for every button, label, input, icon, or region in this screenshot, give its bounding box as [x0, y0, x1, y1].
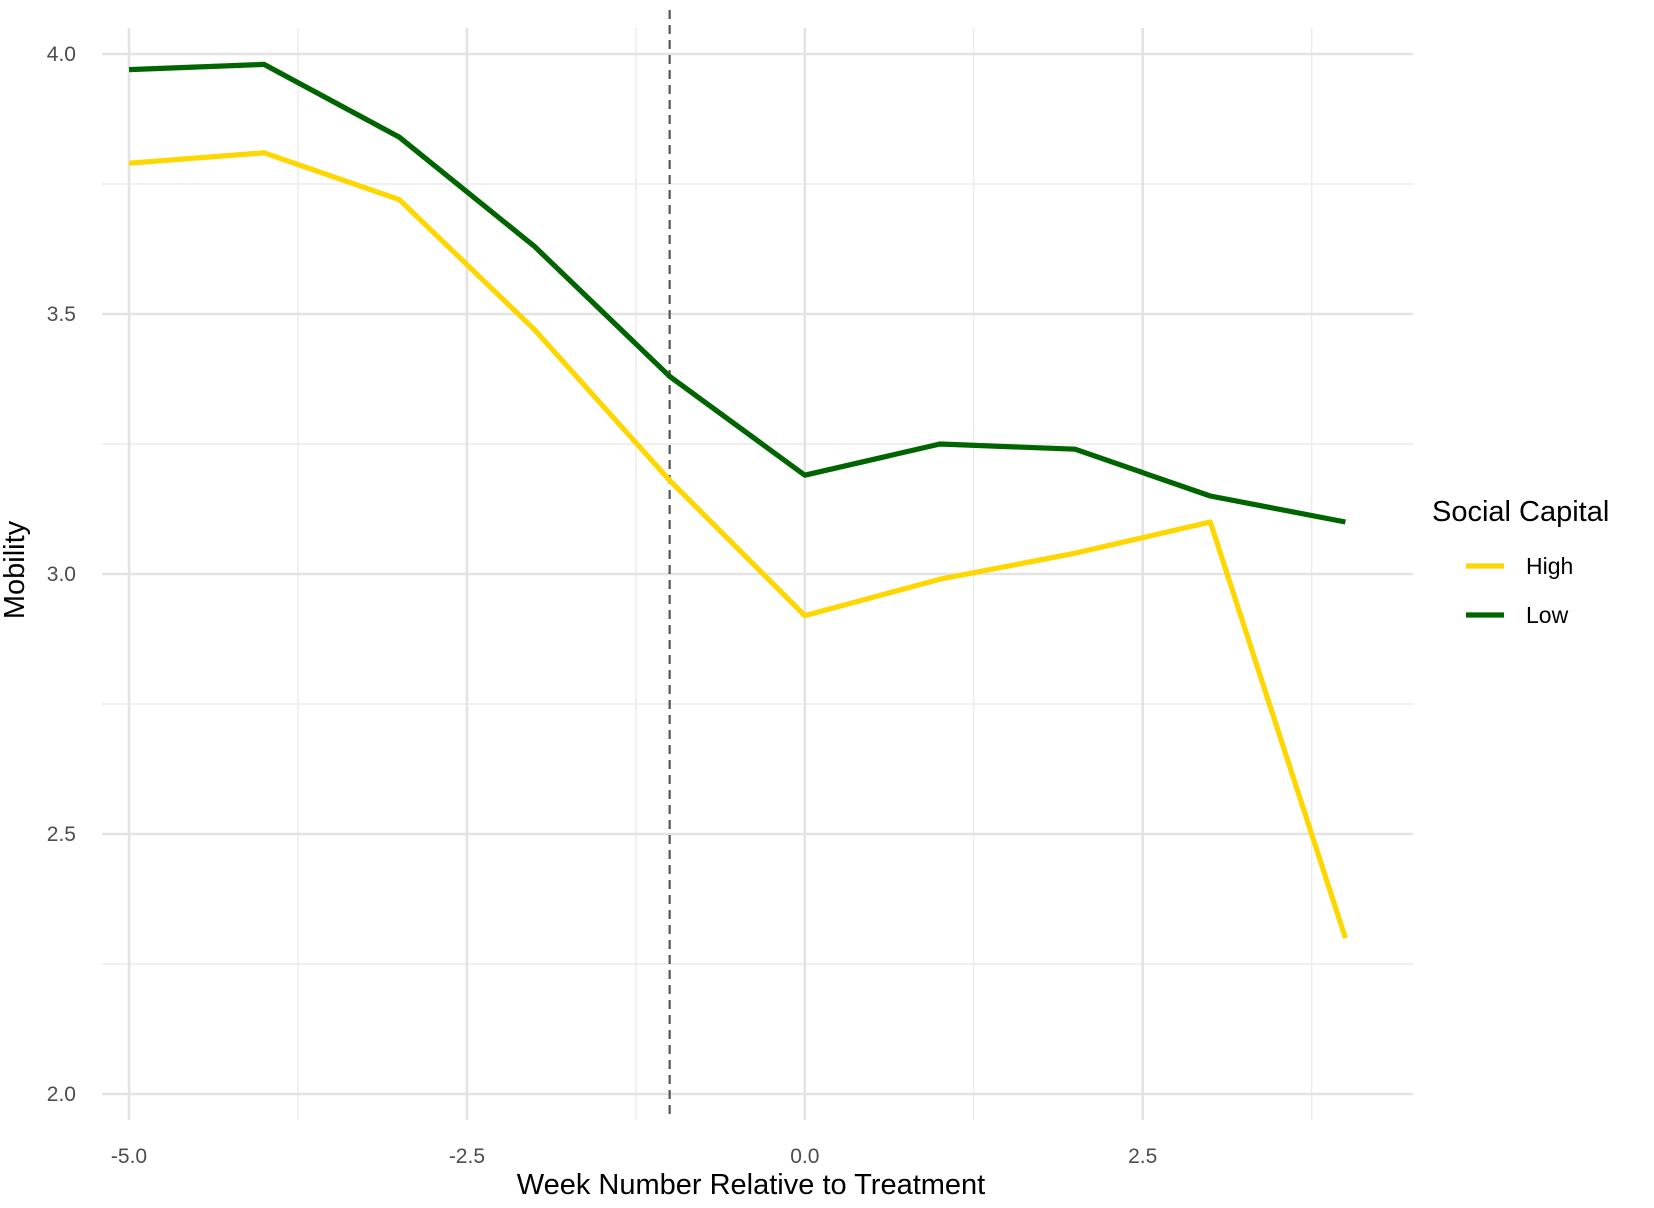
grid-layer: [102, 28, 1413, 1120]
legend-items: High Low: [1466, 553, 1573, 628]
legend-title: Social Capital: [1432, 496, 1609, 528]
legend-label-low: Low: [1526, 602, 1569, 628]
x-tick-label: -2.5: [449, 1145, 485, 1168]
x-tick-label: 2.5: [1128, 1145, 1157, 1168]
y-tick-label: 2.5: [47, 823, 76, 846]
series-line-low: [128, 61, 1346, 525]
x-tick-label: -5.0: [111, 1145, 147, 1168]
y-tick-label: 3.5: [47, 303, 76, 326]
legend-label-high: High: [1526, 553, 1573, 579]
x-tick-label: 0.0: [790, 1145, 819, 1168]
y-axis-title: Mobility: [0, 520, 31, 619]
tick-labels-layer: -5.0 -2.5 0.0 2.5 2.0 2.5 3.0 3.5 4.0: [47, 43, 1157, 1168]
series-line-high: [128, 150, 1348, 939]
series-layer: [128, 61, 1348, 939]
y-tick-label: 3.0: [47, 563, 76, 586]
x-axis-title: Week Number Relative to Treatment: [517, 1169, 986, 1201]
y-tick-label: 4.0: [47, 43, 76, 66]
y-tick-label: 2.0: [47, 1083, 76, 1106]
legend: Social Capital High Low: [1432, 496, 1609, 628]
